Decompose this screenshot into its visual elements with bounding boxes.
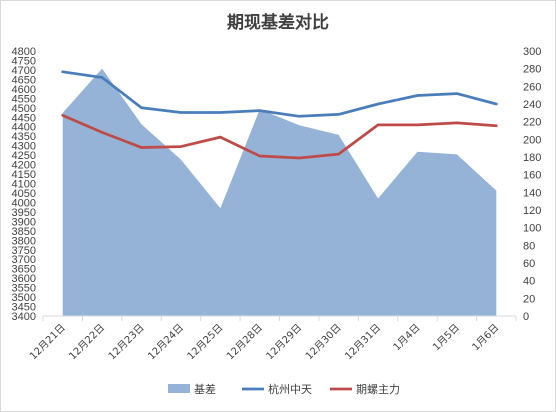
- right-axis-tick-label: 140: [523, 187, 541, 199]
- left-axis-tick-label: 4500: [12, 103, 36, 115]
- x-axis-tick-label: 12月22日: [67, 322, 108, 363]
- x-axis-tick-label: 12月24日: [145, 322, 186, 363]
- x-axis-tick-label: 12月23日: [106, 322, 147, 363]
- left-axis-tick-label: 4100: [12, 179, 36, 191]
- area-series-basis: [62, 68, 497, 317]
- x-axis-tick-label: 12月21日: [27, 322, 68, 363]
- x-axis-tick-label: 12月28日: [224, 322, 265, 363]
- right-axis-tick-label: 200: [523, 134, 541, 146]
- right-axis-tick-label: 60: [523, 258, 535, 270]
- legend-label: 基差: [194, 382, 216, 396]
- left-axis-tick-label: 4150: [12, 169, 36, 181]
- right-axis-tick-label: 20: [523, 293, 535, 305]
- legend-item-basis: 基差: [168, 382, 216, 396]
- left-axis-tick-label: 3700: [12, 254, 36, 266]
- left-axis-tick-label: 4000: [12, 197, 36, 209]
- x-axis-tick-label: 12月29日: [264, 322, 305, 363]
- x-axis-tick-label: 12月25日: [185, 322, 226, 363]
- left-axis-tick-label: 3900: [12, 216, 36, 228]
- left-axis-tick-label: 3400: [12, 311, 36, 323]
- left-axis-tick-label: 3850: [12, 226, 36, 238]
- legend-label: 杭州中天: [268, 382, 312, 396]
- right-axis-tick-label: 40: [523, 276, 535, 288]
- line-series-rebar: [61, 113, 498, 160]
- left-axis-tick-label: 3750: [12, 245, 36, 257]
- legend-item-rebar: 期螺主力: [330, 383, 400, 396]
- left-axis-tick-label: 4700: [12, 65, 36, 77]
- left-axis-tick-label: 4350: [12, 131, 36, 143]
- left-axis-tick-label: 4650: [12, 74, 36, 86]
- x-axis-tick-label: 1月6日: [470, 322, 502, 354]
- line-series-hangzhou: [61, 70, 498, 118]
- x-axis-tick-label: 12月30日: [303, 322, 344, 363]
- left-axis-tick-label: 3800: [12, 235, 36, 247]
- x-axis-tick-label: 1月5日: [430, 322, 462, 354]
- left-axis-tick-label: 4200: [12, 160, 36, 172]
- left-axis-tick-label: 4400: [12, 122, 36, 134]
- x-axis-tick-label: 12月31日: [343, 322, 384, 363]
- legend-label: 期螺主力: [356, 383, 400, 396]
- left-axis-tick-label: 4600: [12, 84, 36, 96]
- left-axis-tick-label: 3500: [12, 292, 36, 304]
- right-axis-tick-label: 160: [523, 170, 541, 182]
- left-axis-tick-label: 3650: [12, 264, 36, 276]
- left-axis-tick-label: 4550: [12, 93, 36, 105]
- left-axis-tick-label: 4300: [12, 141, 36, 153]
- x-axis-tick-label: 1月4日: [391, 322, 423, 354]
- right-axis-tick-label: 220: [523, 117, 541, 129]
- right-axis-tick-label: 180: [523, 152, 541, 164]
- right-axis-tick-label: 0: [523, 311, 529, 323]
- right-axis-tick-label: 100: [523, 223, 541, 235]
- left-axis-tick-label: 3600: [12, 273, 36, 285]
- legend-swatch: [168, 384, 190, 393]
- right-axis-tick-label: 240: [523, 99, 541, 111]
- left-axis-tick-label: 4800: [12, 46, 36, 58]
- left-axis-tick-label: 4250: [12, 150, 36, 162]
- left-axis-tick-label: 3550: [12, 283, 36, 295]
- right-axis-tick-label: 260: [523, 81, 541, 93]
- right-axis-tick-label: 280: [523, 64, 541, 76]
- left-axis-tick-label: 3950: [12, 207, 36, 219]
- left-axis-tick-label: 3450: [12, 302, 36, 314]
- legend-item-hangzhou: 杭州中天: [242, 382, 312, 396]
- right-axis-tick-label: 300: [523, 46, 541, 58]
- left-axis-tick-label: 4050: [12, 188, 36, 200]
- left-axis-tick-label: 4750: [12, 55, 36, 67]
- chart-title: 期现基差对比: [227, 13, 329, 33]
- right-axis-tick-label: 80: [523, 240, 535, 252]
- right-axis-tick-label: 120: [523, 205, 541, 217]
- left-axis-tick-label: 4450: [12, 112, 36, 124]
